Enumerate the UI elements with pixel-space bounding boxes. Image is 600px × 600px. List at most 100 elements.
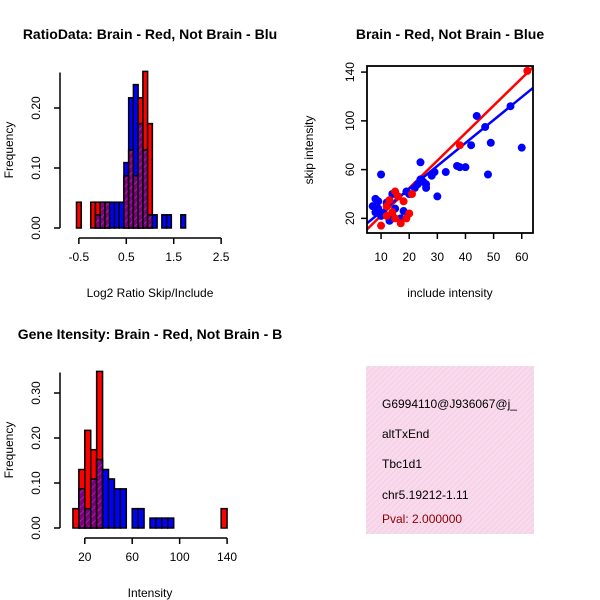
scatter-fit-lines <box>367 66 533 231</box>
x-tick-label-0: 10 <box>374 250 388 264</box>
not-brain-point-21 <box>461 163 470 172</box>
brain-point-0 <box>377 221 386 230</box>
not-brain-bar-13 <box>149 517 157 529</box>
x-tick-label-0: 20 <box>78 550 92 564</box>
not-brain-point-39 <box>371 208 380 217</box>
not-brain-point-23 <box>472 111 481 120</box>
x-tick-label-3: 40 <box>459 250 473 264</box>
info-event-type: altTxEnd <box>382 427 429 441</box>
not-brain-point-18 <box>416 158 425 167</box>
brain-bar-25 <box>220 507 228 529</box>
not-brain-bar-10 <box>131 507 139 529</box>
brain-point-9 <box>405 209 414 218</box>
not-brain-point-38 <box>374 197 383 206</box>
not-brain-point-17 <box>433 192 442 201</box>
overlap-bar-1 <box>78 488 86 529</box>
x-tick-label-4: 50 <box>487 250 501 264</box>
not-brain-point-19 <box>430 168 439 177</box>
scatter-axes: 10 20 30 40 50 60 20 60 100 140 <box>343 62 534 264</box>
brain-bar-0 <box>75 201 82 229</box>
not-brain-point-34 <box>441 168 450 177</box>
not-brain-bar-22 <box>180 214 187 229</box>
x-tick-label-2: 30 <box>431 250 445 264</box>
not-brain-point-26 <box>506 102 515 111</box>
not-brain-bar-14 <box>155 517 163 529</box>
not-brain-point-27 <box>517 143 526 152</box>
ratio-axes: -0.5 0.5 1.5 2.5 0.00 0.10 0.20 <box>29 72 230 264</box>
not-brain-point-3 <box>377 170 386 179</box>
scatter-panel: Brain - Red, Not Brain - Blue 10 20 30 40 50… <box>302 26 544 300</box>
not-brain-bar-15 <box>161 517 169 529</box>
not-brain-bar-6 <box>107 478 116 529</box>
not-brain-bar-7 <box>113 488 122 529</box>
intensity-y-axis-label: Frequency <box>2 422 16 479</box>
x-tick-label-1: 0.5 <box>118 250 135 264</box>
y-tick-label-2: 0.20 <box>29 96 43 120</box>
brain-point-1 <box>382 202 391 211</box>
not-brain-bar-11 <box>137 507 145 529</box>
brain-fit-line <box>367 66 533 231</box>
info-event-id: G6994110@J936067@j_ <box>382 397 517 411</box>
scatter-plot-frame <box>366 65 534 234</box>
brain-bar-15 <box>146 122 154 229</box>
x-tick-label-2: 1.5 <box>165 250 182 264</box>
ratio-y-axis-label: Frequency <box>2 122 16 179</box>
info-gene-name: Tbc1d1 <box>382 457 422 471</box>
y-tick-label-1: 0.10 <box>29 156 43 180</box>
not-brain-bar-19 <box>165 214 173 229</box>
not-brain-point-37 <box>422 183 431 192</box>
not-brain-bar-16 <box>167 517 175 529</box>
y-tick-label-3: 140 <box>343 62 357 82</box>
brain-point-5 <box>393 192 402 201</box>
x-tick-label-5: 60 <box>515 250 529 264</box>
brain-point-10 <box>408 189 417 198</box>
brain-point-14 <box>391 214 400 223</box>
info-box-background <box>366 366 534 534</box>
ratio-histogram-panel: RatioData: Brain - Red, Not Brain - Blu … <box>2 26 277 300</box>
brain-point-11 <box>455 141 464 150</box>
not-brain-point-22 <box>467 141 476 150</box>
scatter-points <box>368 66 532 230</box>
brain-point-2 <box>385 196 394 205</box>
not-brain-bar-5 <box>101 468 110 529</box>
y-tick-label-1: 60 <box>343 163 357 177</box>
x-tick-label-0: -0.5 <box>69 250 90 264</box>
ratio-bars <box>75 70 187 229</box>
x-tick-label-2: 100 <box>170 550 190 564</box>
brain-point-12 <box>523 66 532 75</box>
x-tick-label-1: 20 <box>403 250 417 264</box>
not-brain-fit-line <box>367 86 533 225</box>
y-tick-label-2: 100 <box>343 111 357 131</box>
not-brain-point-36 <box>413 180 422 189</box>
ratio-chart-title: RatioData: Brain - Red, Not Brain - Blu <box>23 26 277 42</box>
scatter-y-axis-label: skip intensity <box>302 116 316 185</box>
ratio-x-axis-label: Log2 Ratio Skip/Include <box>87 286 214 300</box>
intensity-axes: 20 60 100 140 0.00 0.10 0.20 0.30 <box>29 372 237 564</box>
brain-bar-0 <box>72 507 80 529</box>
y-tick-label-0: 0.00 <box>29 216 43 240</box>
brain-point-7 <box>399 197 408 206</box>
x-tick-label-1: 60 <box>126 550 140 564</box>
intensity-chart-title: Gene Itensity: Brain - Red, Not Brain - … <box>18 326 282 342</box>
y-tick-label-3: 0.30 <box>29 381 43 405</box>
brain-point-6 <box>396 219 405 228</box>
intensity-histogram-panel: Gene Itensity: Brain - Red, Not Brain - … <box>2 326 282 600</box>
not-brain-bar-8 <box>119 488 128 529</box>
overlap-bar-4 <box>95 458 104 529</box>
not-brain-bar-16 <box>151 214 158 229</box>
intensity-bars <box>72 370 228 529</box>
y-tick-label-0: 0.00 <box>29 516 43 540</box>
y-tick-label-1: 0.10 <box>29 471 43 495</box>
intensity-x-axis-label: Intensity <box>128 586 173 600</box>
x-tick-label-3: 140 <box>217 550 237 564</box>
x-tick-label-3: 2.5 <box>213 250 230 264</box>
info-locus: chr5.19212-1.11 <box>382 488 469 502</box>
overlap-bar-3 <box>89 478 98 529</box>
info-pval: Pval: 2.000000 <box>382 512 462 526</box>
y-tick-label-0: 20 <box>343 211 357 225</box>
y-tick-label-2: 0.20 <box>29 426 43 450</box>
scatter-chart-title: Brain - Red, Not Brain - Blue <box>356 26 544 42</box>
info-panel: G6994110@J936067@j_ altTxEnd Tbc1d1 chr5… <box>366 366 534 534</box>
not-brain-point-28 <box>483 170 492 179</box>
